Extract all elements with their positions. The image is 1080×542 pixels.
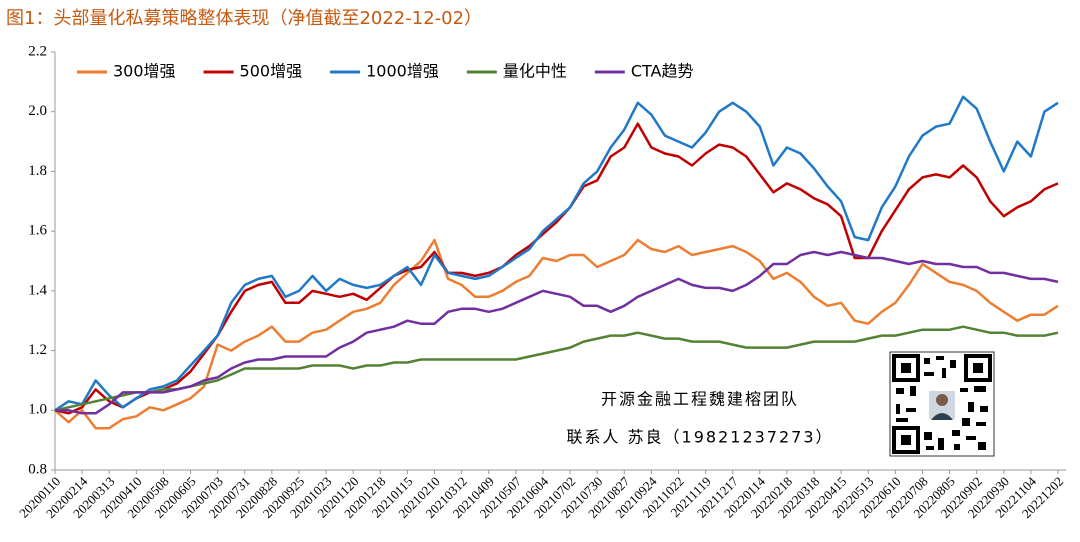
annotation: 联系人 苏良（19821237273） [566, 428, 833, 447]
legend-label: 量化中性 [503, 62, 567, 81]
y-tick-label: 2.0 [28, 103, 47, 119]
series-line [54, 238, 1059, 430]
y-tick-label: 1.8 [28, 163, 47, 179]
y-tick-label: 2.2 [28, 43, 47, 59]
series-line [54, 325, 1059, 412]
y-tick-label: 1.6 [28, 223, 47, 239]
y-tick-label: 1.4 [28, 282, 47, 298]
annotation: 开源金融工程魏建榕团队 [601, 390, 799, 409]
series-line [54, 95, 1059, 412]
y-tick-label: 0.8 [28, 461, 47, 477]
series-line [55, 250, 1059, 415]
chart-title: 图1：头部量化私募策略整体表现（净值截至2022-12-02） [6, 8, 482, 29]
legend-label: 300增强 [113, 62, 176, 81]
y-tick-label: 1.2 [28, 342, 47, 358]
legend-label: 1000增强 [366, 62, 439, 81]
qr-code [889, 351, 995, 457]
y-tick-label: 1.0 [28, 402, 47, 418]
legend-label: CTA趋势 [631, 62, 694, 81]
legend-label: 500增强 [240, 62, 303, 81]
